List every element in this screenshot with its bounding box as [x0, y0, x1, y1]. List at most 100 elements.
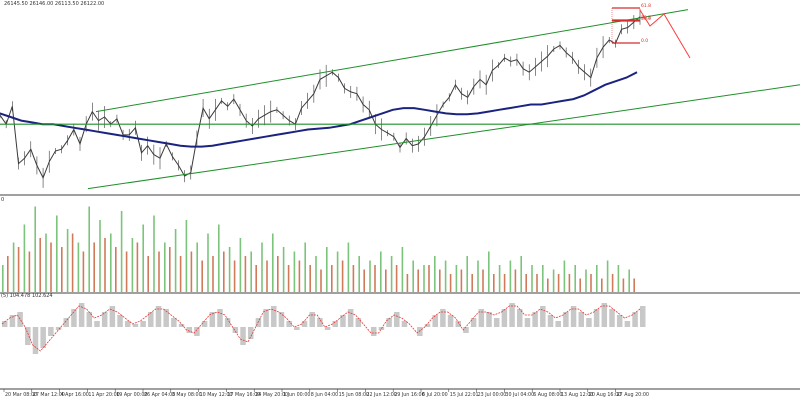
volume-bar-down-14 [158, 251, 160, 292]
volume-bar-down-20 [223, 251, 225, 292]
volume-bar-down-10 [115, 247, 117, 292]
oscillator-bar-38 [294, 327, 300, 330]
volume-bar-up-46 [498, 265, 501, 292]
volume-bar-down-7 [82, 251, 85, 292]
oscillator-bar-3 [25, 327, 31, 345]
oscillator-bar-11 [86, 312, 93, 327]
oscillator-bar-55 [424, 324, 431, 327]
volume-bar-up-48 [520, 256, 522, 292]
oscillator-bar-60 [463, 327, 469, 333]
ohlc-readout: 26145.50 26146.00 26113.50 26122.00 [4, 1, 105, 7]
volume-bar-up-4 [45, 233, 47, 292]
volume-bar-down-55 [601, 278, 603, 292]
volume-bar-up-57 [617, 265, 620, 292]
volume-bar-up-58 [628, 269, 630, 292]
oscillator-bar-22 [171, 318, 177, 327]
volume-bar-down-44 [482, 269, 484, 292]
volume-bar-up-10 [110, 233, 112, 292]
oscillator-bar-44 [340, 315, 346, 327]
oscillator-bar-9 [71, 309, 77, 327]
oscillator-bar-23 [178, 324, 185, 327]
volume-bar-up-55 [596, 265, 598, 292]
volume-bar-down-34 [374, 265, 376, 292]
volume-bar-up-39 [423, 265, 425, 292]
x-tick-label-6: 3 May 08:00 [172, 392, 202, 398]
x-tick-label-1: 27 Mar 12:00 [33, 392, 65, 398]
x-tick-label-19: 6 Aug 08:00 [533, 392, 562, 398]
oscillator-bar-4 [32, 327, 39, 354]
oscillator-bar-5 [40, 327, 46, 348]
volume-panel-label: 0 [1, 197, 5, 203]
volume-bar-up-3 [34, 206, 36, 292]
x-tick-label-16: 15 Jul 22:01 [450, 392, 479, 398]
volume-bar-down-25 [277, 256, 279, 292]
oscillator-bar-27 [209, 312, 216, 327]
oscillator-bar-48 [370, 327, 377, 336]
fib-level-label-0: 61.8 [641, 3, 651, 9]
volume-bar-up-53 [574, 265, 576, 292]
x-tick-label-8: 17 May 16:00 [227, 392, 260, 398]
volume-bar-up-6 [66, 229, 69, 292]
volume-bar-down-35 [385, 269, 387, 292]
oscillator-bar-81 [624, 321, 631, 327]
volume-bar-up-50 [542, 265, 544, 292]
oscillator-bar-39 [301, 321, 308, 327]
volume-bar-up-31 [336, 251, 339, 292]
volume-bar-down-30 [331, 265, 333, 292]
oscillator-bar-83 [640, 306, 646, 327]
volume-bar-down-29 [320, 269, 322, 292]
volume-bar-down-56 [611, 274, 614, 292]
volume-bar-down-12 [136, 242, 139, 292]
oscillator-bar-56 [432, 315, 438, 327]
volume-bar-down-54 [590, 274, 592, 292]
volume-bar-up-7 [77, 242, 80, 292]
oscillator-bar-57 [440, 309, 446, 327]
volume-bar-up-45 [488, 251, 490, 292]
volume-bar-up-19 [207, 233, 209, 292]
volume-bar-down-41 [449, 274, 452, 292]
volume-bar-down-40 [439, 269, 441, 292]
oscillator-bar-18 [140, 321, 146, 327]
x-tick-label-12: 15 Jun 08:00 [339, 392, 369, 398]
volume-bar-down-37 [406, 274, 409, 292]
volume-bar-up-25 [272, 233, 274, 292]
volume-bar-up-54 [585, 269, 587, 292]
oscillator-bar-70 [540, 306, 546, 327]
volume-bar-down-3 [39, 238, 41, 292]
volume-bar-down-43 [471, 274, 473, 292]
oscillator-bar-79 [609, 309, 615, 327]
x-tick-label-4: 19 Apr 00:00 [116, 392, 147, 398]
oscillator-bar-30 [232, 327, 239, 333]
oscillator-bar-6 [48, 327, 54, 336]
volume-bar-up-0 [2, 265, 4, 292]
oscillator-bar-7 [55, 327, 62, 330]
oscillator-bar-66 [509, 303, 515, 327]
oscillator-bar-67 [517, 309, 523, 327]
volume-bar-up-15 [164, 242, 166, 292]
volume-bar-up-37 [401, 247, 404, 292]
volume-bar-down-49 [536, 274, 538, 292]
oscillator-bar-15 [117, 315, 123, 327]
volume-bar-down-57 [622, 278, 625, 292]
volume-bar-up-26 [282, 247, 285, 292]
oscillator-bar-41 [317, 318, 323, 327]
oscillator-bar-50 [386, 318, 392, 327]
volume-bar-down-42 [460, 269, 463, 292]
oscillator-bar-77 [593, 309, 600, 327]
volume-bar-up-22 [239, 238, 242, 292]
volume-bar-down-4 [50, 242, 52, 292]
volume-bar-up-33 [358, 256, 360, 292]
volume-bar-up-28 [304, 242, 306, 292]
volume-bar-up-12 [131, 238, 134, 292]
volume-bar-down-58 [633, 278, 635, 292]
volume-bar-up-36 [390, 256, 393, 292]
volume-bar-up-38 [412, 260, 414, 292]
oscillator-bar-43 [332, 321, 339, 327]
oscillator-bar-72 [555, 321, 561, 327]
volume-bar-up-30 [326, 247, 328, 292]
volume-bar-up-51 [552, 269, 555, 292]
volume-bar-up-21 [228, 247, 231, 292]
oscillator-bar-78 [601, 303, 608, 327]
